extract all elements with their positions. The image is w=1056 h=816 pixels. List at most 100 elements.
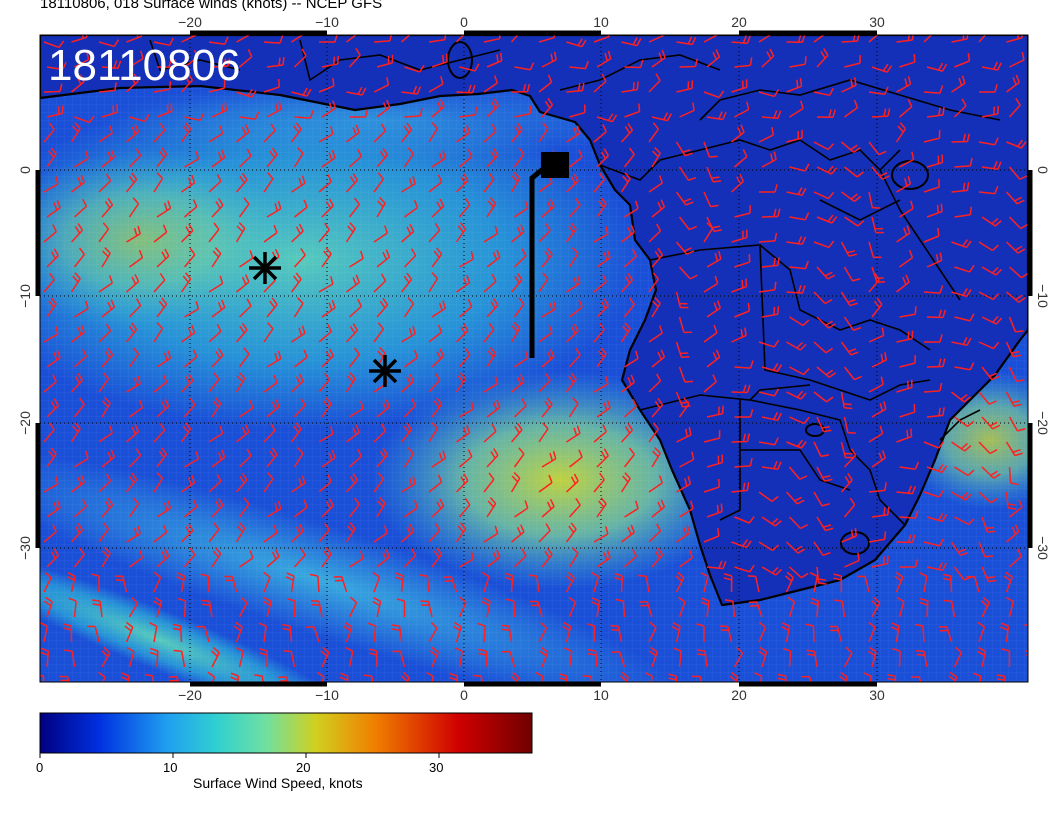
wind-barb-flag: [777, 257, 780, 266]
wind-barb-flag: [230, 676, 239, 681]
wind-barb-flag: [1011, 350, 1020, 354]
wind-barb: [981, 366, 993, 381]
wind-barb-flag: [985, 23, 989, 30]
wind-barb: [786, 241, 803, 245]
wind-barb-flag: [697, 649, 706, 652]
wind-barb-flag: [825, 527, 834, 532]
wind-barb: [43, 129, 55, 143]
wind-barb: [184, 458, 199, 468]
wind-barb: [238, 305, 252, 318]
wind-barb: [896, 386, 913, 393]
wind-barb: [293, 554, 306, 568]
wind-barb-flag: [621, 671, 629, 679]
lat-tick-right: −10: [1035, 284, 1051, 308]
wind-barb-flag: [410, 548, 417, 556]
wind-barb-flag: [271, 297, 278, 306]
wind-barb-flag: [135, 148, 142, 156]
wind-barb-flag: [628, 447, 635, 455]
wind-barb: [844, 166, 858, 178]
wind-barb: [129, 116, 146, 123]
wind-barb: [321, 355, 334, 368]
wind-barb-flag: [654, 447, 661, 454]
wind-barb-flag: [302, 87, 308, 96]
wind-barb-flag: [746, 101, 750, 110]
wind-barb-flag: [718, 251, 722, 260]
wind-barb-flag: [349, 522, 356, 530]
wind-barb: [754, 576, 760, 593]
wind-barb-flag: [271, 401, 277, 410]
wind-barb-flag: [568, 375, 575, 383]
wind-barb: [760, 676, 763, 682]
wind-barb-flag: [781, 626, 790, 631]
wind-barb-flag: [668, 673, 677, 677]
wind-barb-flag: [327, 474, 332, 483]
wind-barb: [786, 291, 803, 294]
wind-barb-flag: [134, 273, 140, 282]
wind-barb: [868, 279, 880, 293]
wind-barb-flag: [429, 650, 438, 657]
wind-barb-flag: [128, 475, 135, 484]
wind-barb-flag: [442, 55, 445, 64]
wind-barb-flag: [108, 425, 113, 434]
wind-barb: [836, 626, 843, 643]
wind-barb: [651, 116, 668, 122]
wind-barb-flag: [581, 82, 585, 91]
wind-barb-flag: [521, 548, 527, 557]
wind-barb-flag: [137, 375, 141, 384]
wind-barb-flag: [993, 161, 998, 169]
wind-barb: [290, 651, 296, 668]
wind-barb-flag: [890, 626, 899, 631]
wind-barb-flag: [163, 352, 168, 361]
wind-barb-flag: [652, 272, 659, 280]
wind-barb-flag: [886, 65, 893, 73]
wind-barb: [46, 453, 57, 468]
wind-barb-flag: [824, 298, 833, 305]
wind-barb-flag: [80, 174, 85, 183]
wind-barb-flag: [50, 551, 57, 559]
wind-barb: [348, 503, 360, 518]
wind-barb: [428, 379, 441, 393]
wind-barb: [127, 676, 130, 682]
wind-barb: [646, 601, 653, 618]
wind-barb: [978, 441, 991, 455]
wind-barb-flag: [570, 476, 576, 485]
wind-barb-flag: [459, 372, 467, 380]
wind-barb-flag: [652, 300, 659, 308]
wind-barb: [401, 483, 416, 493]
wind-barb-flag: [436, 247, 443, 255]
wind-barb: [346, 281, 360, 293]
wind-barb-flag: [1005, 571, 1013, 578]
wind-barb: [400, 279, 413, 293]
wind-barb: [431, 676, 435, 682]
wind-barb-flag: [168, 59, 172, 68]
wind-barb-flag: [328, 102, 333, 111]
wind-barb: [648, 380, 662, 393]
wind-barb: [789, 107, 804, 118]
wind-barb-flag: [431, 646, 439, 653]
wind-barb: [812, 625, 815, 643]
wind-barb-flag: [960, 551, 969, 556]
wind-barb: [813, 651, 818, 668]
wind-barb-flag: [349, 596, 358, 604]
wind-barb-flag: [540, 621, 548, 629]
wind-barb-flag: [492, 402, 498, 411]
wind-barb-flag: [905, 274, 910, 283]
wind-barb-flag: [949, 671, 958, 678]
wind-barb: [618, 651, 626, 668]
wind-barb-flag: [806, 649, 815, 652]
wind-barb-flag: [172, 623, 181, 627]
wind-barb-flag: [513, 322, 521, 329]
wind-barb-flag: [716, 504, 720, 513]
wind-barb: [266, 555, 280, 568]
lesotho-outline: [840, 531, 870, 555]
wind-barb: [431, 403, 443, 418]
wind-barb-flag: [777, 677, 787, 681]
wind-barb: [101, 552, 111, 568]
wind-barb: [184, 506, 198, 518]
wind-barb-flag: [466, 425, 471, 434]
wind-barb-flag: [295, 226, 301, 235]
wind-barb-flag: [891, 622, 900, 627]
wind-barb-flag: [406, 422, 413, 431]
wind-barb-flag: [161, 551, 167, 560]
wind-barb: [978, 191, 995, 195]
